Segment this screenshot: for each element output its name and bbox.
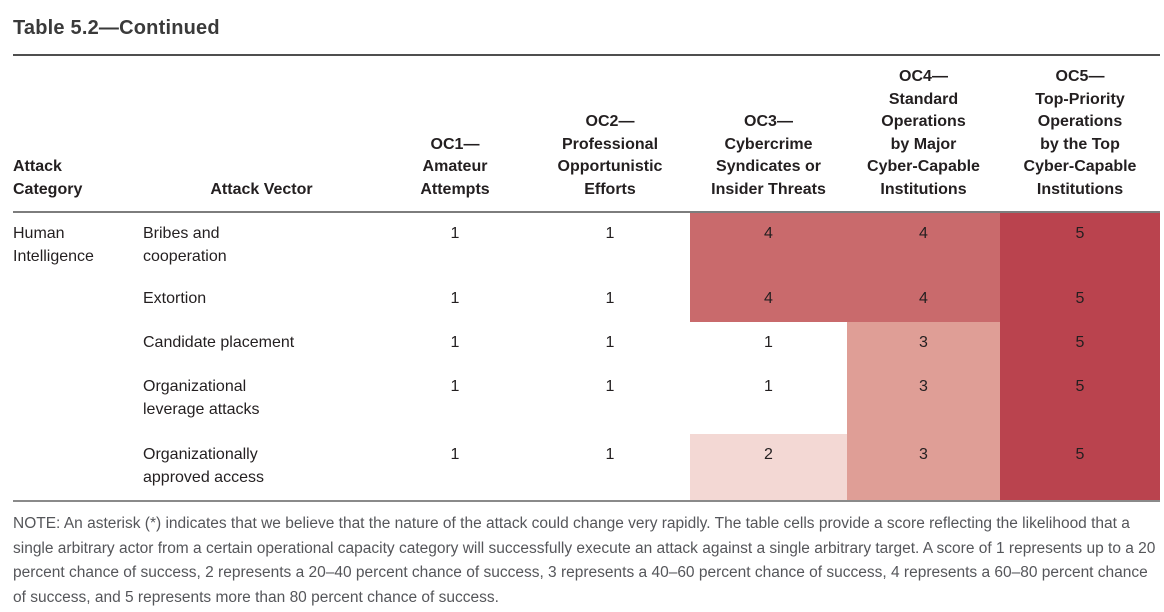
score-cell: 3	[847, 434, 1000, 501]
score-cell: 1	[450, 446, 460, 463]
column-header-attack-category: Attack Category	[13, 56, 143, 213]
attack-vector-cell: Organizationally approved access	[143, 446, 264, 486]
score-cell: 4	[847, 278, 1000, 322]
score-cell: 4	[847, 212, 1000, 278]
score-cell: 1	[450, 378, 460, 395]
column-header-oc4: OC4— Standard Operations by Major Cyber-…	[847, 56, 1000, 213]
table-row: Extortion 1 1 4 4 5	[13, 278, 1160, 322]
attack-vector-cell: Extortion	[143, 290, 207, 307]
score-cell: 5	[1000, 278, 1160, 322]
header-row: Attack Category Attack Vector OC1— Amate…	[13, 56, 1160, 213]
score-cell: 4	[690, 212, 847, 278]
attack-category-cell: Human Intelligence	[13, 225, 94, 265]
column-header-oc5: OC5— Top-Priority Operations by the Top …	[1000, 56, 1160, 213]
attack-score-table: Attack Category Attack Vector OC1— Amate…	[13, 56, 1160, 502]
attack-vector-cell: Bribes and cooperation	[143, 225, 227, 265]
score-cell: 3	[847, 322, 1000, 366]
score-cell: 2	[690, 434, 847, 501]
column-header-oc2: OC2— Professional Opportunistic Efforts	[530, 56, 690, 213]
column-header-attack-vector: Attack Vector	[143, 56, 380, 213]
score-cell: 1	[605, 225, 615, 242]
table-note: NOTE: An asterisk (*) indicates that we …	[13, 515, 1156, 606]
score-cell: 4	[690, 278, 847, 322]
table-header: Attack Category Attack Vector OC1— Amate…	[13, 56, 1160, 213]
table-title: Table 5.2—Continued	[13, 16, 1160, 56]
table-row: Organizationally approved access 1 1 2 3 5	[13, 434, 1160, 501]
attack-vector-cell: Candidate placement	[143, 334, 295, 351]
score-cell: 1	[605, 290, 615, 307]
score-cell: 3	[847, 366, 1000, 434]
table-body: Human Intelligence Bribes and cooperation…	[13, 212, 1160, 501]
table-row: Organizational leverage attacks 1 1 1 3 5	[13, 366, 1160, 434]
score-cell: 5	[1000, 434, 1160, 501]
score-cell: 1	[764, 378, 773, 395]
score-cell: 1	[450, 225, 460, 242]
column-header-oc3: OC3— Cybercrime Syndicates or Insider Th…	[690, 56, 847, 213]
score-cell: 1	[450, 290, 460, 307]
score-cell: 1	[605, 334, 615, 351]
score-cell: 5	[1000, 212, 1160, 278]
attack-vector-cell: Organizational leverage attacks	[143, 378, 260, 418]
column-header-oc1: OC1— Amateur Attempts	[380, 56, 530, 213]
score-cell: 5	[1000, 366, 1160, 434]
score-cell: 1	[450, 334, 460, 351]
table-row: Candidate placement 1 1 1 3 5	[13, 322, 1160, 366]
score-cell: 5	[1000, 322, 1160, 366]
score-cell: 1	[605, 378, 615, 395]
score-cell: 1	[764, 334, 773, 351]
score-cell: 1	[605, 446, 615, 463]
table-row: Human Intelligence Bribes and cooperation…	[13, 212, 1160, 278]
